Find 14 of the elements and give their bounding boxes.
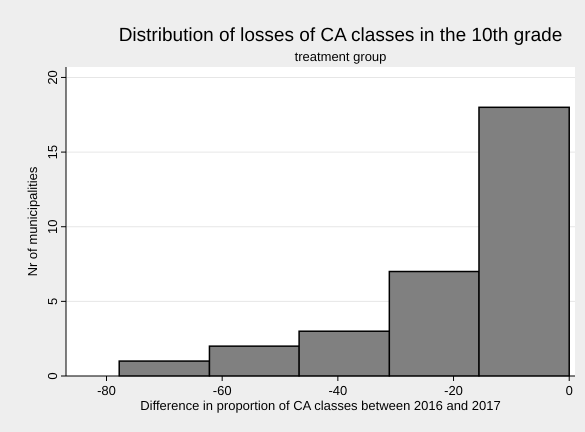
y-tick-label: 20: [45, 70, 60, 85]
x-tick-label: -20: [444, 383, 463, 398]
chart-title: Distribution of losses of CA classes in the 10th grade: [118, 25, 562, 46]
y-tick-label: 10: [45, 219, 60, 234]
x-axis-title: Difference in proportion of CA classes between 2016 and 2017: [140, 398, 501, 413]
y-tick-label: 15: [45, 144, 60, 160]
x-tick-label: -80: [97, 383, 116, 398]
x-tick-label: -60: [212, 383, 232, 398]
y-axis-title: Nr of municipalities: [25, 166, 40, 276]
y-tick-label: 5: [45, 298, 60, 305]
x-tick-label: 0: [566, 383, 573, 398]
y-tick-label: 0: [45, 372, 60, 380]
chart-subtitle: treatment group: [294, 49, 386, 64]
x-tick-label: -40: [328, 383, 348, 398]
